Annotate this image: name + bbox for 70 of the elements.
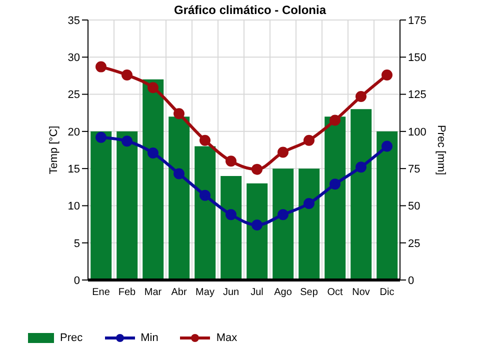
point [122,69,132,80]
legend-label: Min [140,332,158,344]
point [330,178,340,190]
point [148,147,158,158]
bar [298,168,320,280]
y2-tick-label: 25 [408,238,420,250]
x-tick-label: Abr [171,287,188,298]
point [148,82,158,94]
legend-label: Prec [60,332,83,344]
point [200,190,210,201]
y-tick-label: 5 [74,238,80,250]
y2-tick-label: 175 [408,14,426,27]
point [304,134,314,146]
point [382,140,392,152]
y-tick-label: 25 [68,89,80,102]
x-tick-label: Oct [327,287,343,298]
y-tick-label: 15 [68,163,80,176]
x-tick-label: Jul [250,287,264,298]
bar [168,116,190,280]
point [304,198,314,209]
x-tick-label: Nov [352,287,370,298]
x-tick-label: Dic [380,287,394,298]
bar [324,116,346,280]
y-tick-label: 30 [68,52,80,64]
point [356,91,366,102]
bar [246,183,268,280]
bar [220,176,242,280]
bar [376,131,398,280]
point [200,134,210,146]
bar [90,131,112,280]
x-tick-label: Jun [222,287,240,298]
y-tick-label: 10 [68,200,80,213]
bar [142,79,164,280]
bar [350,109,372,280]
point [174,108,184,120]
point [382,69,392,80]
x-tick-label: Ene [92,287,110,298]
y2-tick-label: 125 [408,89,426,102]
y2-axis-title: Prec [mm] [435,124,448,176]
y-tick-label: 20 [68,126,80,138]
y-tick-label: 35 [68,14,80,27]
point [278,209,288,220]
point [330,114,340,126]
chart-title: Gráfico climático - Colonia [174,3,326,17]
point [96,132,106,143]
point [252,220,262,231]
legend-label: Max [216,332,238,344]
point [96,61,106,72]
x-tick-label: Mar [144,287,162,298]
point [252,164,262,175]
point [174,168,184,180]
y-axis-title: Temp [°C] [48,126,60,174]
y2-tick-label: 50 [408,200,420,213]
bar [116,131,138,280]
y2-tick-label: 100 [408,126,426,138]
x-tick-label: Sep [300,287,318,298]
point [122,136,132,147]
x-tick-label: Feb [118,287,136,298]
point [226,209,236,220]
y2-tick-label: 75 [408,163,420,176]
y-tick-label: 0 [74,274,80,287]
point [356,162,366,173]
point [226,156,236,167]
bar [272,168,294,280]
y2-tick-label: 0 [408,274,414,287]
y2-tick-label: 150 [408,52,426,64]
bar [194,146,216,280]
point [278,146,288,158]
x-tick-label: May [196,287,214,298]
x-tick-label: Ago [274,287,292,298]
